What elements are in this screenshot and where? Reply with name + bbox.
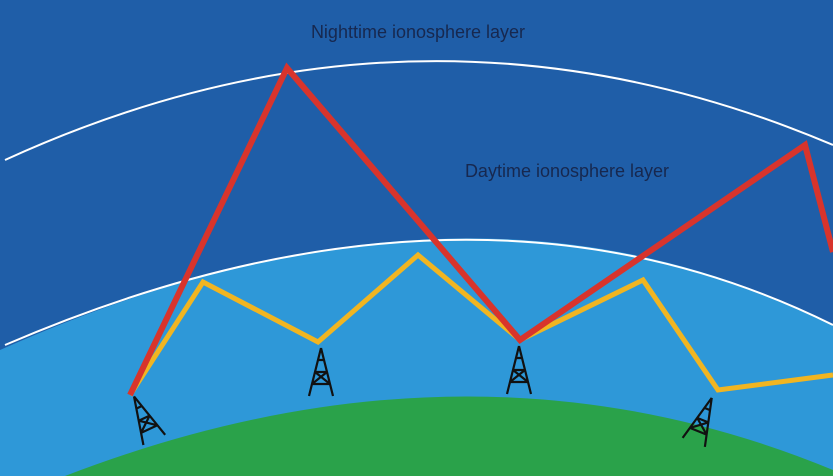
page: Nighttime ionosphere layer Daytime ionos… bbox=[0, 0, 833, 476]
daytime-label: Daytime ionosphere layer bbox=[465, 161, 669, 181]
nighttime-label: Nighttime ionosphere layer bbox=[311, 22, 525, 42]
diagram: Nighttime ionosphere layer Daytime ionos… bbox=[0, 0, 833, 476]
